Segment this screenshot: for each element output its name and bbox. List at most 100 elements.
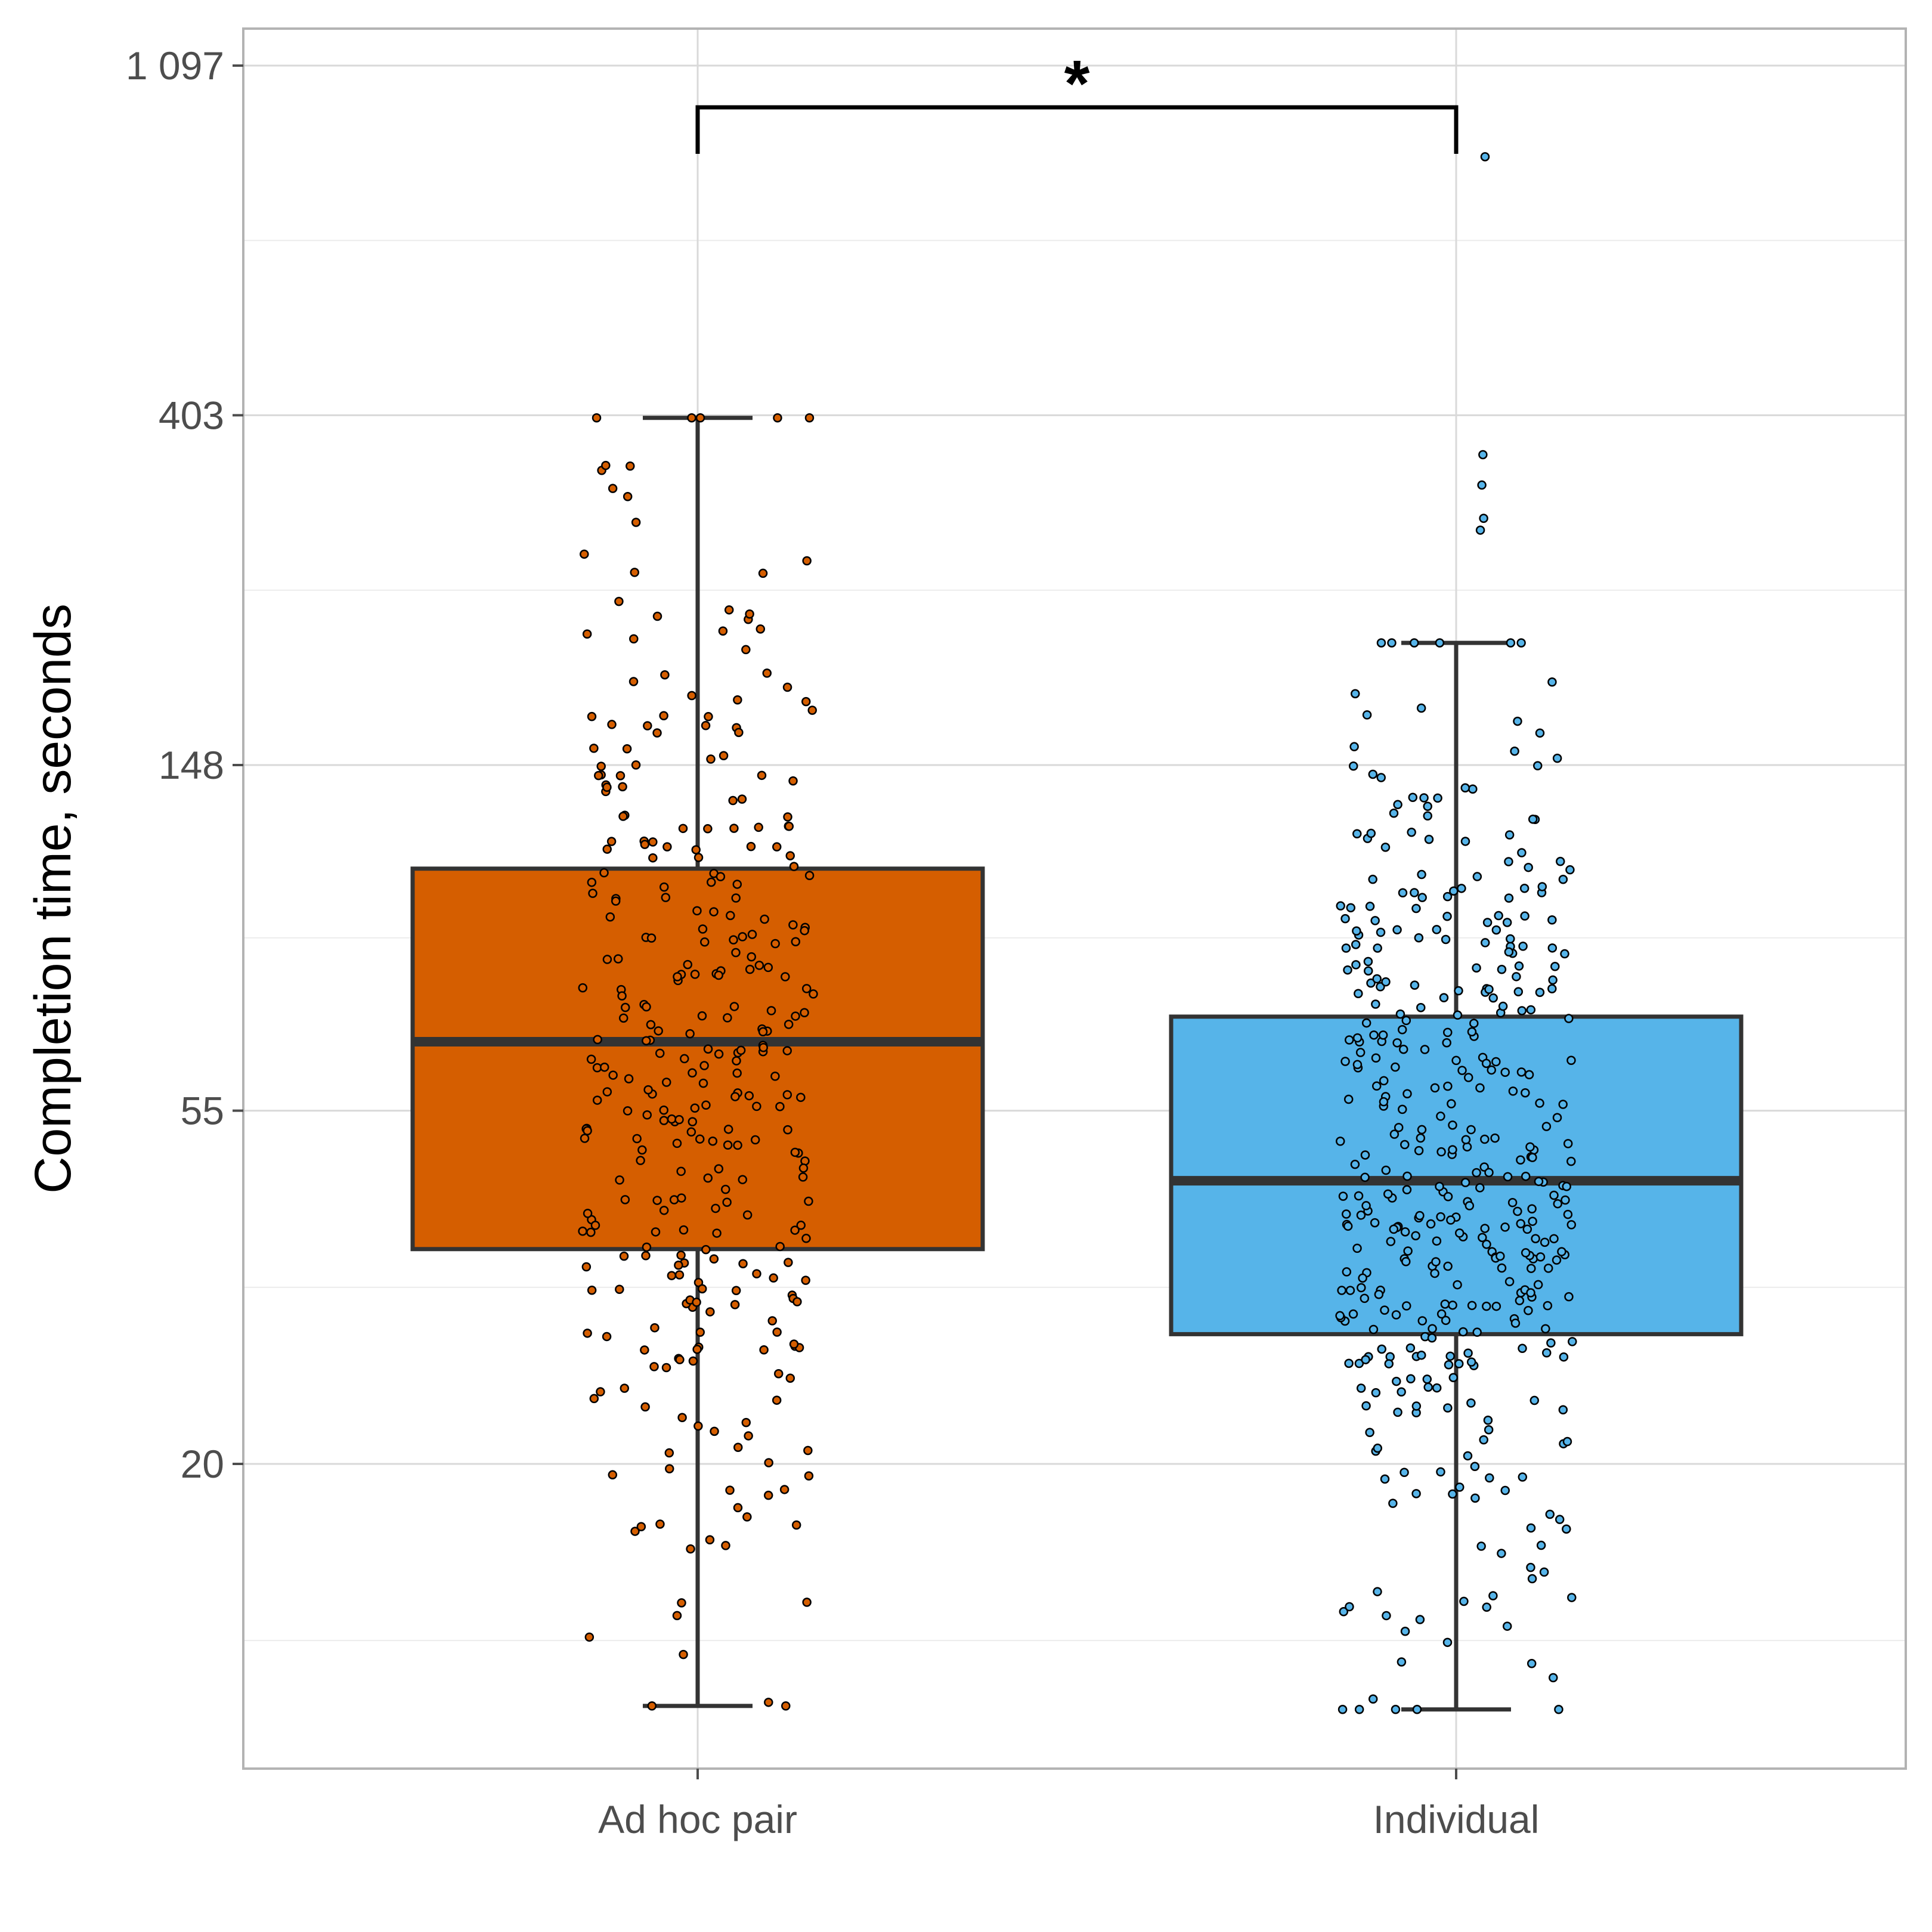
data-point (725, 1485, 735, 1495)
data-point (1346, 903, 1356, 913)
data-point (1526, 1288, 1535, 1298)
data-point (1451, 1055, 1461, 1066)
data-point (1350, 1159, 1360, 1169)
data-point (757, 770, 767, 781)
data-point (624, 1074, 634, 1083)
data-point (1397, 1024, 1407, 1035)
data-point (1549, 1190, 1559, 1200)
data-point (1552, 1113, 1562, 1123)
data-point (1423, 811, 1432, 821)
data-point (738, 932, 747, 942)
data-point (1368, 1324, 1379, 1335)
data-point (1436, 1147, 1446, 1157)
data-point (1519, 883, 1530, 893)
data-point (1406, 1374, 1416, 1383)
data-point (602, 1087, 612, 1097)
data-point (1369, 1030, 1379, 1040)
data-point (1504, 947, 1514, 957)
data-point (719, 751, 729, 761)
data-point (1463, 1348, 1473, 1358)
data-point (1465, 1201, 1475, 1210)
data-point (581, 1262, 592, 1272)
data-point (1532, 761, 1543, 770)
data-point (733, 1140, 742, 1150)
data-point (728, 795, 738, 806)
data-point (801, 1275, 810, 1285)
data-point (1393, 800, 1402, 810)
data-point (1548, 975, 1558, 985)
data-point (587, 1286, 597, 1295)
data-point (1345, 1286, 1355, 1295)
data-point (647, 1701, 657, 1711)
data-point (1528, 815, 1538, 824)
data-point (732, 880, 742, 889)
x-axis-ticks: Ad hoc pair Individual (598, 1769, 1539, 1841)
data-point (1414, 1145, 1424, 1156)
data-point (1547, 943, 1558, 953)
data-point (1475, 1183, 1485, 1193)
data-point (1405, 1343, 1416, 1353)
data-point (721, 1184, 730, 1194)
data-point (1502, 918, 1512, 927)
data-point (1482, 1240, 1491, 1249)
data-point (674, 1270, 685, 1280)
data-point (1469, 1018, 1479, 1028)
significance-bracket-line (695, 105, 1459, 154)
data-point (1356, 1210, 1366, 1220)
data-point (652, 611, 662, 621)
data-point (1436, 1309, 1447, 1319)
data-point (640, 1345, 649, 1355)
data-point (589, 1394, 599, 1404)
data-point (1496, 1251, 1505, 1261)
data-point (1559, 1352, 1569, 1362)
data-point (788, 920, 798, 930)
data-point (714, 1049, 724, 1059)
data-point (660, 670, 670, 680)
data-point (763, 962, 773, 973)
data-point (695, 1134, 705, 1144)
data-point (729, 823, 739, 833)
data-point (1539, 1567, 1549, 1577)
data-point (723, 1125, 733, 1134)
data-point (587, 711, 597, 722)
data-point (1417, 1125, 1427, 1135)
data-point (1537, 882, 1547, 891)
data-point (1566, 1055, 1576, 1066)
data-point (1535, 1098, 1544, 1108)
outlier-point (1480, 152, 1490, 162)
data-point (762, 668, 772, 678)
data-point (1380, 843, 1391, 852)
data-point (1482, 1301, 1491, 1311)
data-point (705, 1535, 715, 1545)
data-point (594, 770, 603, 781)
data-point (718, 626, 728, 636)
data-point (784, 1258, 793, 1267)
significance-marker: * (1064, 47, 1090, 120)
data-point (1472, 872, 1482, 881)
data-point (1513, 716, 1522, 726)
data-point (1354, 1191, 1364, 1201)
y-tick-label: 55 (181, 1089, 224, 1133)
data-point (1417, 893, 1427, 902)
data-point (1398, 1104, 1407, 1114)
data-point (1411, 1489, 1421, 1498)
y-tick-label: 148 (159, 743, 224, 787)
data-point (783, 1125, 792, 1135)
data-point (763, 1490, 773, 1500)
data-point (677, 1193, 686, 1203)
data-point (1423, 1382, 1433, 1392)
data-point (1558, 874, 1568, 884)
data-point (1475, 1083, 1485, 1093)
data-point (620, 1383, 630, 1393)
data-point (1527, 1264, 1536, 1273)
data-point (782, 1046, 792, 1055)
data-point (1507, 1198, 1518, 1208)
data-point (801, 1234, 811, 1243)
data-point (750, 1135, 760, 1145)
data-point (642, 1242, 652, 1252)
data-point (1541, 1122, 1552, 1131)
data-point (650, 1323, 660, 1333)
data-point (631, 760, 641, 770)
data-point (1516, 1067, 1527, 1077)
data-point (1543, 1301, 1553, 1311)
